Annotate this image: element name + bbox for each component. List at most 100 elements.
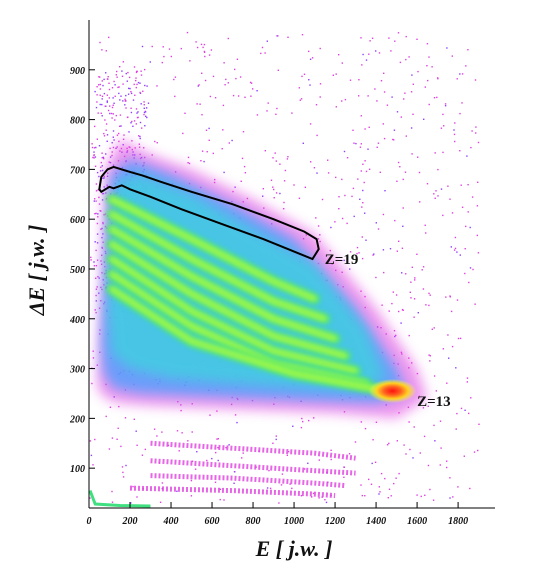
scatter-point	[429, 294, 431, 296]
y-ticks: 100 200 300 400 500 600 700 800 900	[69, 66, 95, 475]
x-tick-label: 1800	[448, 516, 468, 527]
scatter-point	[122, 471, 124, 474]
low-band	[150, 473, 346, 489]
scatter-point	[464, 409, 466, 411]
scatter-point	[454, 247, 457, 250]
scatter-point	[362, 202, 364, 204]
scatter-point	[136, 444, 138, 446]
scatter-point	[343, 476, 345, 478]
scatter-point	[240, 180, 242, 182]
scatter-point	[101, 254, 103, 256]
scatter-point	[140, 70, 142, 72]
scatter-point	[115, 114, 117, 117]
scatter-point	[189, 60, 191, 62]
scatter-point	[98, 175, 100, 178]
scatter-point	[127, 93, 130, 95]
scatter-point	[464, 272, 466, 275]
scatter-point	[174, 76, 177, 78]
scatter-point	[380, 472, 383, 475]
scatter-point	[203, 51, 206, 53]
ion-band-ridge	[110, 258, 357, 373]
scatter-point	[196, 451, 198, 453]
scatter-point	[433, 424, 435, 427]
scatter-point	[368, 168, 371, 170]
scatter-point	[428, 103, 430, 106]
scatter-point	[201, 72, 203, 74]
scatter-point	[95, 265, 98, 267]
scatter-point	[273, 197, 275, 199]
scatter-point	[94, 438, 96, 441]
scatter-point	[104, 119, 106, 121]
scatter-point	[413, 426, 415, 428]
scatter-point	[315, 217, 317, 219]
scatter-point	[460, 184, 462, 186]
scatter-point	[242, 131, 245, 133]
scatter-point	[332, 74, 334, 76]
scatter-point	[114, 119, 116, 121]
scatter-point	[105, 153, 107, 155]
scatter-point	[236, 58, 239, 60]
scatter-point	[118, 92, 120, 95]
scatter-point	[95, 288, 98, 290]
ion-band-ridge	[110, 198, 316, 300]
scatter-point	[449, 497, 451, 499]
scatter-point	[135, 108, 138, 110]
scatter-point	[455, 367, 457, 369]
scatter-point	[108, 82, 110, 84]
scatter-point	[411, 153, 413, 155]
scatter-point	[453, 249, 456, 251]
scatter-point	[130, 111, 133, 114]
scatter-point	[91, 382, 93, 385]
scatter-point	[444, 105, 447, 107]
scatter-point	[356, 252, 358, 255]
scatter-point	[91, 143, 93, 145]
scatter-point	[327, 172, 330, 174]
scatter-point	[103, 175, 105, 177]
scatter-point	[355, 142, 357, 145]
scatter-point	[191, 431, 193, 433]
scatter-point	[437, 77, 439, 79]
scatter-point	[250, 95, 252, 97]
scatter-point	[180, 47, 182, 50]
scatter-point	[393, 330, 396, 332]
scatter-point	[196, 46, 199, 49]
scatter-point	[464, 248, 466, 250]
scatter-point	[349, 251, 352, 253]
scatter-point	[300, 495, 303, 497]
scatter-point	[143, 104, 145, 106]
scatter-point	[120, 95, 122, 97]
scatter-point	[284, 169, 287, 172]
scatter-point	[133, 66, 136, 68]
scatter-point	[435, 390, 437, 392]
scatter-point	[359, 146, 362, 148]
scatter-point	[451, 345, 454, 348]
scatter-point	[444, 103, 447, 105]
scatter-point	[351, 195, 353, 198]
axes: 0 200 400 600 800 1000 1200 1400 1600 1800 100 200…	[69, 20, 495, 527]
hot-spot-core	[368, 378, 417, 403]
scatter-point	[136, 496, 138, 498]
scatter-point	[122, 61, 124, 63]
scatter-point	[281, 473, 284, 475]
scatter-point	[217, 459, 219, 462]
scatter-point	[139, 135, 141, 138]
scatter-point	[113, 80, 115, 83]
scatter-point	[402, 178, 404, 181]
scatter-point	[99, 103, 101, 106]
scatter-point	[234, 471, 236, 473]
scatter-point	[414, 277, 416, 279]
scatter-point	[144, 68, 146, 71]
scatter-point	[138, 135, 140, 137]
scatter-point	[102, 177, 104, 179]
scatter-point	[122, 83, 124, 85]
scatter-point	[405, 35, 407, 38]
scatter-point	[181, 432, 183, 434]
scatter-point	[146, 85, 148, 87]
scatter-point	[426, 43, 429, 45]
scatter-point	[100, 161, 102, 164]
z19-gate-contour	[98, 165, 320, 261]
scatter-point	[107, 109, 110, 112]
scatter-point	[116, 134, 119, 136]
scatter-point	[276, 35, 278, 37]
scatter-point	[201, 150, 204, 152]
